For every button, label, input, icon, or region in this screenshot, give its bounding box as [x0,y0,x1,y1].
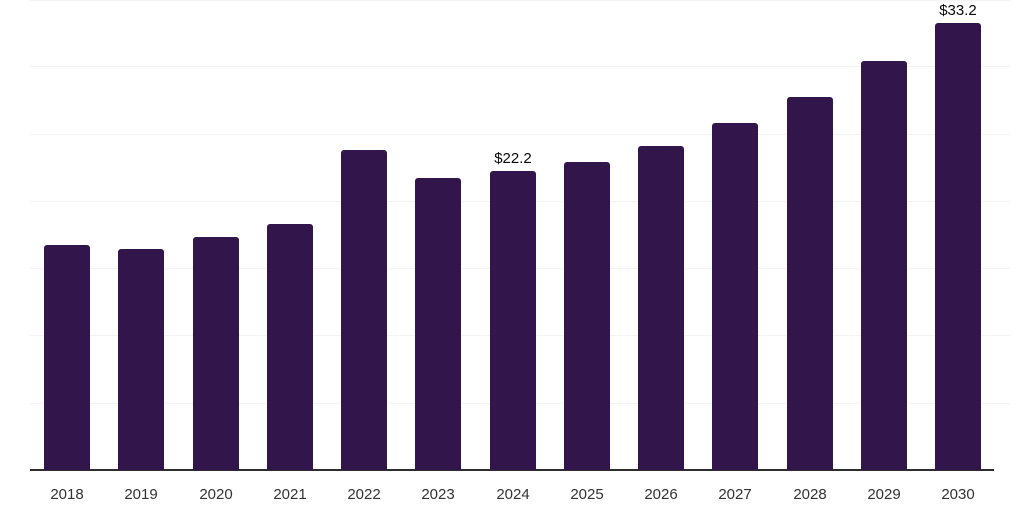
x-tick-label-2029: 2029 [867,486,901,503]
x-tick-label-2019: 2019 [124,486,158,503]
bar-2019 [118,249,164,470]
bar-2030 [935,23,981,470]
bar-2018 [44,245,90,470]
x-tick-label-2025: 2025 [570,486,604,503]
value-label-2030: $33.2 [939,2,977,19]
bar-2029 [861,61,907,470]
bar-2025 [564,162,610,470]
value-label-2024: $22.2 [494,150,532,167]
x-tick-label-2026: 2026 [644,486,678,503]
bar-2021 [267,224,313,470]
x-tick-label-2028: 2028 [793,486,827,503]
bar-2023 [415,178,461,470]
x-tick-label-2020: 2020 [199,486,233,503]
bar-2026 [638,146,684,470]
gridline [30,66,1010,67]
bar-2022 [341,150,387,470]
x-axis-line [30,469,994,471]
x-tick-label-2022: 2022 [347,486,381,503]
x-tick-label-2018: 2018 [50,486,84,503]
bar-2027 [712,123,758,470]
x-tick-label-2030: 2030 [941,486,975,503]
gridline [30,134,1010,135]
x-tick-label-2021: 2021 [273,486,307,503]
x-tick-label-2027: 2027 [718,486,752,503]
bar-2020 [193,237,239,470]
x-tick-label-2024: 2024 [496,486,530,503]
bar-2028 [787,97,833,470]
gridline [30,0,1010,1]
bar-2024 [490,171,536,470]
x-tick-label-2023: 2023 [421,486,455,503]
